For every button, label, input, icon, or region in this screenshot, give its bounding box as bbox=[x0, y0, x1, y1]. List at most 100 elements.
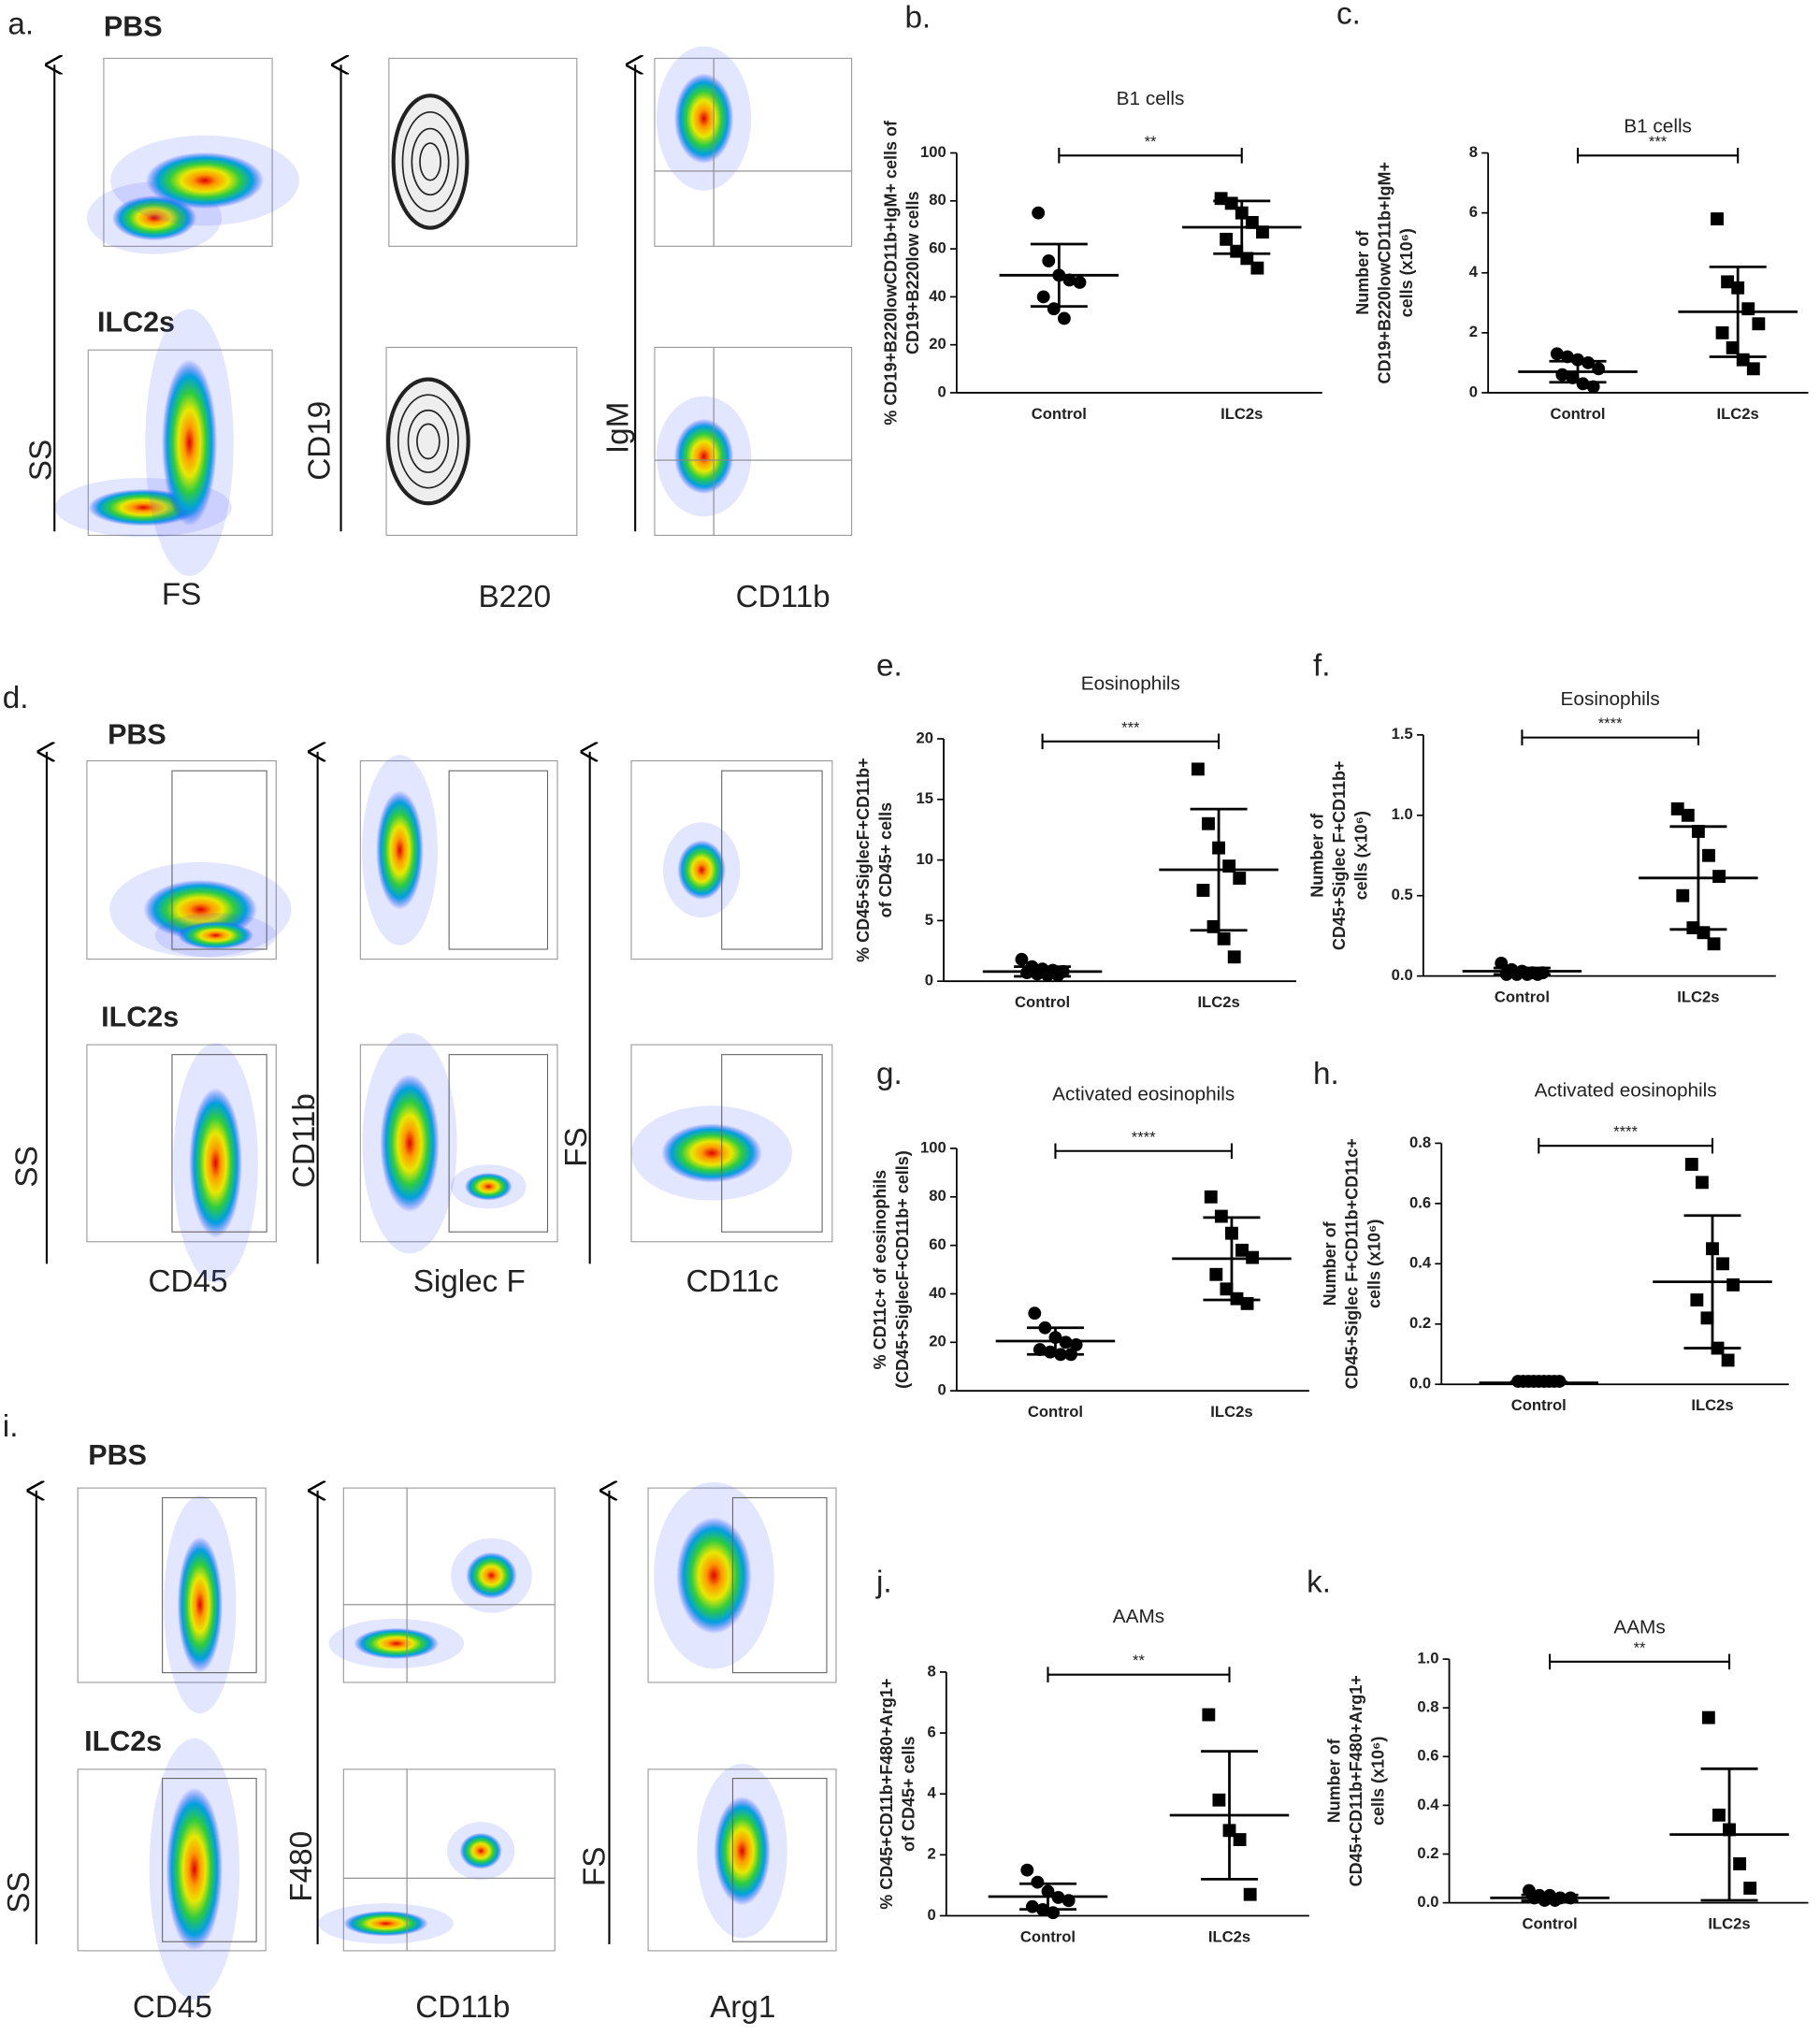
y-tick-label: 0 bbox=[938, 382, 946, 400]
y-tick-label: 100 bbox=[920, 1138, 946, 1156]
y-tick-label: 4 bbox=[1469, 263, 1479, 281]
data-point bbox=[1741, 302, 1755, 316]
y-tick-label: 60 bbox=[929, 239, 946, 257]
data-point bbox=[1062, 273, 1076, 287]
x-tick-label: ILC2s bbox=[1677, 989, 1719, 1006]
chart-title: B1 cells bbox=[1624, 115, 1692, 137]
y-tick-label: 2 bbox=[927, 1845, 935, 1863]
x-tick-label: Control bbox=[1495, 989, 1550, 1006]
data-point bbox=[1217, 931, 1231, 945]
data-point bbox=[1550, 347, 1564, 361]
significance-bracket bbox=[1058, 148, 1243, 164]
y-tick-label: 0 bbox=[925, 972, 933, 989]
density-blob bbox=[354, 1627, 439, 1660]
flow-x-label: Siglec F bbox=[413, 1264, 526, 1299]
data-point bbox=[1250, 261, 1264, 275]
data-point bbox=[1233, 1833, 1247, 1846]
data-point bbox=[1716, 1257, 1729, 1271]
data-point bbox=[1721, 275, 1735, 289]
data-point bbox=[1256, 225, 1269, 239]
data-point bbox=[1240, 252, 1254, 266]
data-point bbox=[1042, 254, 1056, 267]
significance-label: ** bbox=[1133, 1652, 1145, 1669]
y-tick-label: 0.0 bbox=[1417, 1893, 1438, 1911]
flow-y-label: CD19 bbox=[303, 401, 338, 481]
data-point bbox=[1202, 1708, 1216, 1722]
y-axis-label: (CD45+SiglecF+CD11b+ cells) bbox=[893, 1150, 912, 1389]
flow-y-label: CD11b bbox=[287, 1093, 322, 1188]
data-point bbox=[1743, 1882, 1757, 1895]
data-point bbox=[1726, 340, 1740, 354]
data-point bbox=[1707, 937, 1721, 951]
data-point bbox=[1220, 1282, 1234, 1296]
data-point bbox=[1700, 1311, 1714, 1325]
plot-frame bbox=[77, 1487, 267, 1683]
y-axis-label: CD19+B220lowCD11b+IgM+ bbox=[1375, 162, 1394, 384]
y-tick-label: 0.6 bbox=[1417, 1747, 1438, 1765]
y-tick-label: 6 bbox=[927, 1723, 935, 1740]
y-tick-label: 0.6 bbox=[1409, 1193, 1431, 1211]
significance-label: **** bbox=[1132, 1128, 1156, 1146]
panel-letter: d. bbox=[3, 681, 29, 715]
density-blob bbox=[189, 1088, 242, 1238]
panel-letter: c. bbox=[1336, 0, 1361, 31]
x-tick-label: Control bbox=[1015, 993, 1070, 1011]
y-tick-label: 2 bbox=[1469, 323, 1478, 340]
significance-label: **** bbox=[1613, 1123, 1638, 1141]
data-point bbox=[1690, 1293, 1704, 1306]
density-blob bbox=[145, 152, 265, 209]
data-point bbox=[1695, 1176, 1709, 1190]
x-tick-label: ILC2s bbox=[1691, 1396, 1733, 1414]
y-axis-label: Number of bbox=[1321, 1220, 1339, 1306]
flow-y-label: FS bbox=[577, 1847, 612, 1887]
y-axis-label: of CD45+ cells bbox=[900, 1736, 918, 1852]
density-blob bbox=[166, 1787, 223, 1951]
gate bbox=[448, 770, 549, 950]
x-tick-label: ILC2s bbox=[1708, 1915, 1750, 1933]
data-point bbox=[1715, 325, 1729, 339]
density-blob bbox=[676, 1517, 752, 1635]
x-tick-label: ILC2s bbox=[1208, 1927, 1250, 1945]
y-axis-label: CD45+CD11b+F480+Arg1+ bbox=[1347, 1675, 1365, 1886]
panel-letter: b. bbox=[904, 1, 931, 36]
data-point bbox=[1204, 1190, 1218, 1204]
flow-x-label: CD45 bbox=[148, 1264, 227, 1299]
density-blob bbox=[343, 1911, 428, 1937]
contour bbox=[397, 394, 459, 489]
y-tick-label: 0.4 bbox=[1417, 1796, 1439, 1813]
density-blob bbox=[376, 790, 424, 910]
gate bbox=[162, 1778, 257, 1942]
y-tick-label: 0.4 bbox=[1409, 1254, 1432, 1272]
panel-letter: k. bbox=[1307, 1565, 1331, 1599]
y-tick-label: 1.5 bbox=[1392, 725, 1413, 743]
y-axis-label: % CD45+SiglecF+CD11b+ bbox=[854, 758, 873, 962]
gate bbox=[448, 1054, 549, 1233]
y-axis-label: CD45+Siglec F+CD11b+ bbox=[1330, 760, 1349, 950]
y-axis-label: CD45+Siglec F+CD11b+CD11c+ bbox=[1343, 1138, 1362, 1389]
density-blob bbox=[464, 1173, 513, 1201]
data-point bbox=[1015, 952, 1029, 966]
flow-y-label: SS bbox=[9, 1146, 44, 1187]
data-point bbox=[1571, 353, 1584, 367]
y-axis-label: Number of bbox=[1307, 813, 1326, 898]
density-blob bbox=[674, 73, 734, 164]
data-point bbox=[1028, 1306, 1042, 1321]
group-label: PBS bbox=[104, 11, 163, 43]
data-point bbox=[1220, 232, 1234, 246]
significance-bracket bbox=[1054, 1143, 1233, 1160]
data-point bbox=[1576, 377, 1590, 391]
gate bbox=[731, 1778, 828, 1942]
density-blob bbox=[677, 840, 726, 901]
x-tick-label: Control bbox=[1028, 1403, 1083, 1421]
y-tick-label: 0 bbox=[927, 1906, 935, 1924]
y-tick-label: 0.0 bbox=[1392, 966, 1413, 984]
data-point bbox=[1702, 848, 1715, 862]
data-point bbox=[1243, 1887, 1257, 1901]
data-point bbox=[1209, 1267, 1223, 1281]
density-blob bbox=[178, 921, 253, 950]
data-point bbox=[1733, 1857, 1747, 1870]
x-tick-label: ILC2s bbox=[1717, 405, 1759, 423]
chart-title: Eosinophils bbox=[1081, 672, 1180, 694]
flow-y-label: FS bbox=[559, 1127, 594, 1167]
gate bbox=[162, 1496, 257, 1674]
